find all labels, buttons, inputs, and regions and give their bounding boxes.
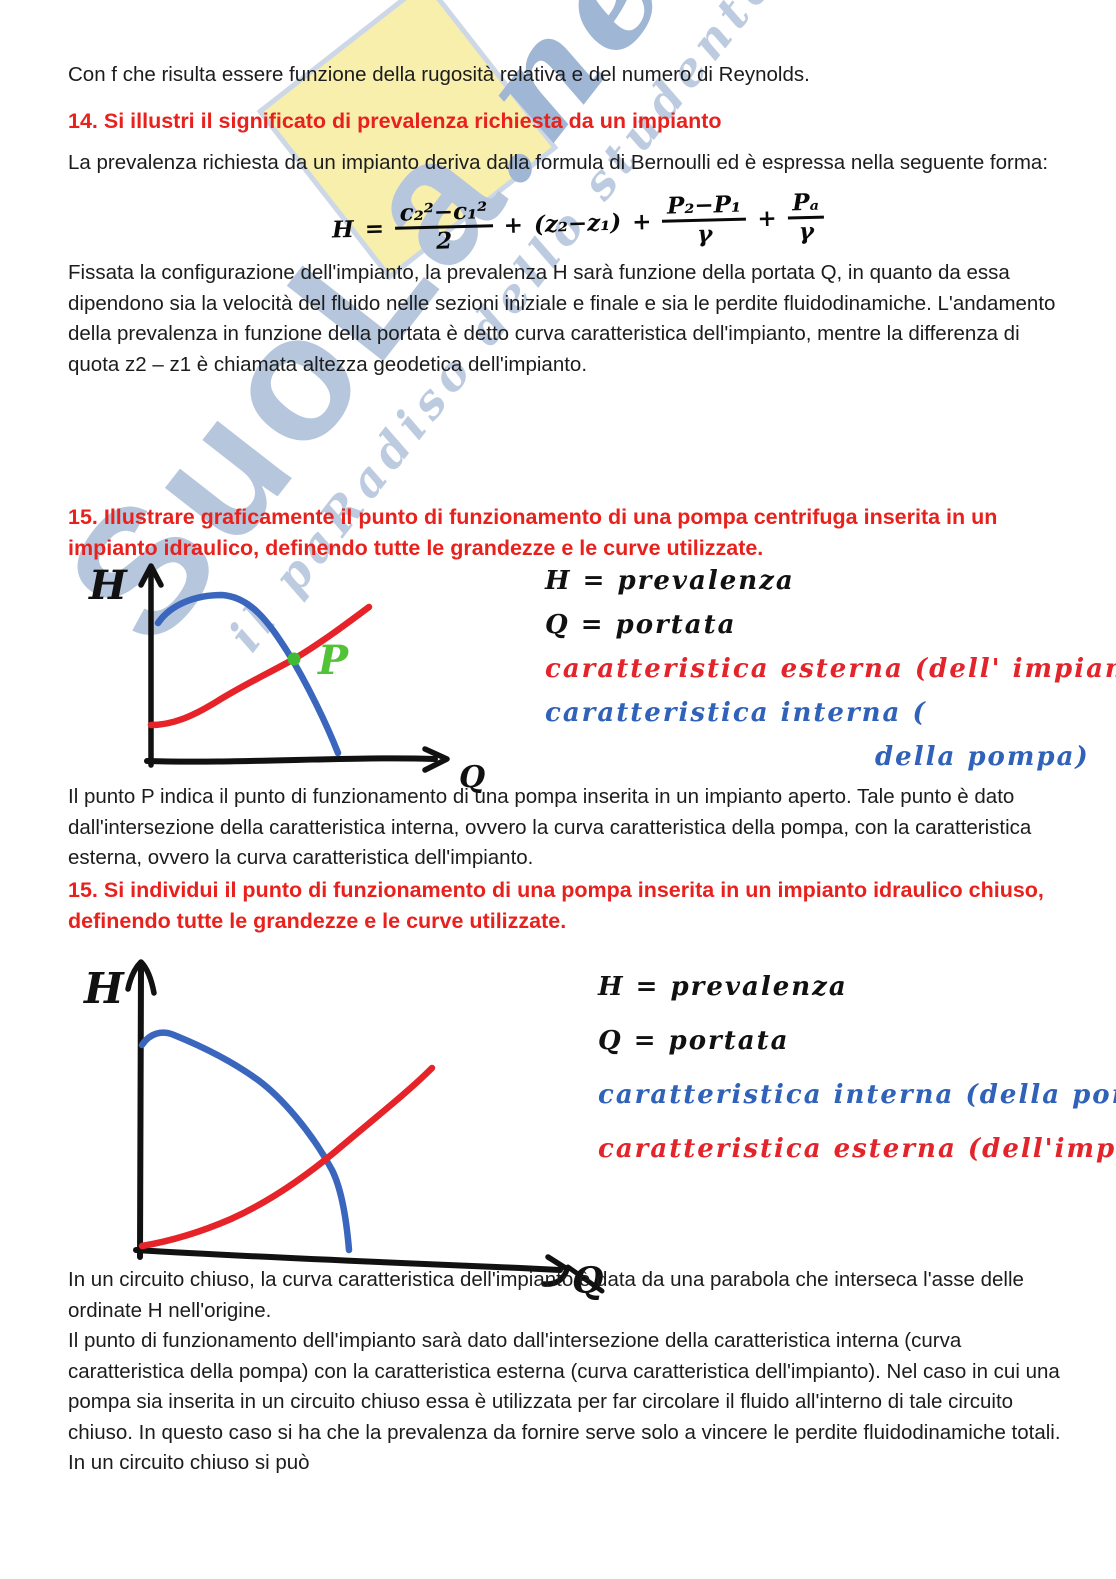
note-q-portata: Q = portata [545,610,737,640]
graph1-operating-point-label: P [317,637,350,684]
note2-q-portata: Q = portata [598,1026,790,1056]
note2-caratteristica-interna: caratteristica interna (della pompa) [598,1080,1116,1110]
note2-h-prevalenza: H = prevalenza [598,972,848,1002]
question-14-lead: La prevalenza richiesta da un impianto d… [68,151,1049,174]
graph1-x-axis-arrow [422,746,450,773]
question-15-closed-heading: 15. Si individui il punto di funzionamen… [68,878,1044,933]
formula-equals: = [364,214,385,243]
graph2-y-axis [137,962,144,1260]
note-h-prevalenza: H = prevalenza [545,566,795,596]
formula-plus-1: + [503,211,524,239]
graph1-operating-point [287,652,301,666]
pump-open-circuit-graph: H Q P [88,562,485,793]
note-caratteristica-interna: caratteristica interna ( [545,698,927,728]
question-14-heading: 14. Si illustri il significato di preval… [68,109,722,133]
question-15-open-body: Il punto P indica il punto di funzioname… [68,785,1032,869]
graph1-x-axis [144,755,438,765]
formula-velocity-fraction: c₂²−c₁² 2 [394,197,493,255]
graph2-pump-characteristic-curve [138,1029,353,1254]
formula-plus-2: + [631,207,652,236]
question-15-closed-body: In un circuito chiuso, la curva caratter… [68,1265,1068,1479]
graph2-q-label-scribble [565,1264,605,1294]
graph2-y-axis-arrow [125,959,157,996]
graph2-handwritten-notes: H = prevalenza Q = portata caratteristic… [598,972,1116,1188]
formula-pressure-numerator: P₂−P₁ [661,191,747,223]
graph2-h-axis-label: H [83,964,125,1013]
formula-pressure-denominator: γ [696,220,713,248]
closed-body-sentence-1: In un circuito chiuso, la curva caratter… [68,1268,1024,1322]
formula-lhs: H [331,215,355,244]
formula-velocity-numerator: c₂²−c₁² [394,197,493,230]
graph1-system-characteristic-curve [147,603,373,729]
graph1-q-axis-label: Q [459,760,485,793]
formula-losses-numerator: Pₐ [786,189,825,220]
formula-velocity-denominator: 2 [435,227,453,255]
formula-elevation-term: (z₂−z₁) [533,208,622,238]
graph1-y-axis-arrow [138,563,164,588]
formula-losses-denominator: γ [798,217,815,245]
question-14-body: Fissata la configurazione dell'impianto,… [68,261,1056,376]
bernoulli-formula: H = c₂²−c₁² 2 + (z₂−z₁) + P₂−P₁ γ + Pₐ γ [331,189,825,257]
graph1-h-axis-label: H [88,562,128,609]
closed-body-sentence-2: Il punto di funzionamento dell'impianto … [68,1329,1061,1474]
graph2-system-characteristic-curve [138,1064,436,1250]
formula-losses-fraction: Pₐ γ [786,189,825,245]
formula-pressure-fraction: P₂−P₁ γ [661,191,747,249]
graph1-handwritten-notes: H = prevalenza Q = portata caratteristic… [545,566,1116,786]
question-15-open-heading: 15. Illustrare graficamente il punto di … [68,505,998,560]
graph2-x-axis [133,1247,563,1273]
pump-closed-circuit-graph: H Q [83,959,605,1300]
intro-paragraph: Con f che risulta essere funzione della … [68,63,810,86]
graph1-pump-characteristic-curve [154,591,342,757]
note-caratteristica-esterna: caratteristica esterna (dell' impianto) [545,654,1116,684]
formula-plus-3: + [757,204,778,233]
note2-caratteristica-esterna: caratteristica esterna (dell'impianto) [598,1134,1116,1164]
note-della-pompa: della pompa) [875,742,1090,772]
